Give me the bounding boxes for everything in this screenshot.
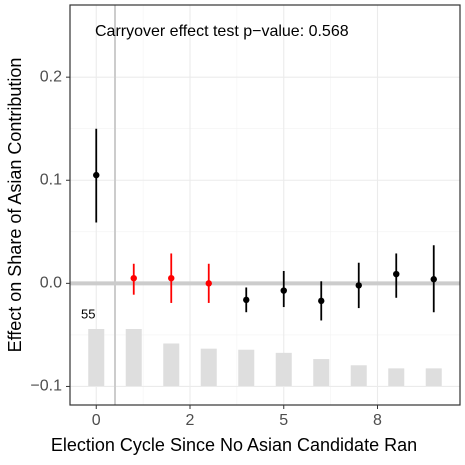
x-axis-title: Election Cycle Since No Asian Candidate …	[51, 435, 417, 455]
count-label: 55	[81, 306, 95, 321]
x-tick-label: 0	[92, 412, 101, 429]
count-bar	[350, 365, 367, 386]
point	[243, 296, 250, 304]
point	[430, 276, 437, 283]
point	[393, 270, 400, 278]
point	[318, 297, 325, 305]
y-tick-label: −0.1	[30, 378, 62, 395]
point	[205, 280, 212, 287]
count-bar	[125, 329, 142, 386]
y-tick-label: 0.0	[40, 275, 62, 292]
x-tick-label: 8	[373, 412, 382, 429]
y-tick-label: 0.2	[40, 68, 62, 85]
point	[168, 274, 175, 282]
count-bar	[275, 352, 292, 386]
point	[130, 274, 137, 282]
point	[93, 171, 100, 179]
count-bar	[88, 329, 105, 386]
count-bar	[163, 343, 180, 386]
y-axis-title: Effect on Share of Asian Contribution	[5, 58, 25, 353]
count-bar	[238, 349, 255, 386]
count-bar	[313, 359, 330, 386]
y-tick-label: 0.1	[40, 171, 62, 188]
point	[280, 287, 287, 294]
count-bar	[200, 348, 217, 386]
annotation: Carryover effect test p−value: 0.568	[95, 23, 349, 40]
count-bar	[425, 368, 442, 386]
plot-border	[69, 4, 461, 406]
x-tick-label: 2	[186, 412, 195, 429]
x-tick-label: 5	[279, 412, 288, 429]
point	[355, 282, 362, 289]
count-bar	[388, 368, 405, 386]
